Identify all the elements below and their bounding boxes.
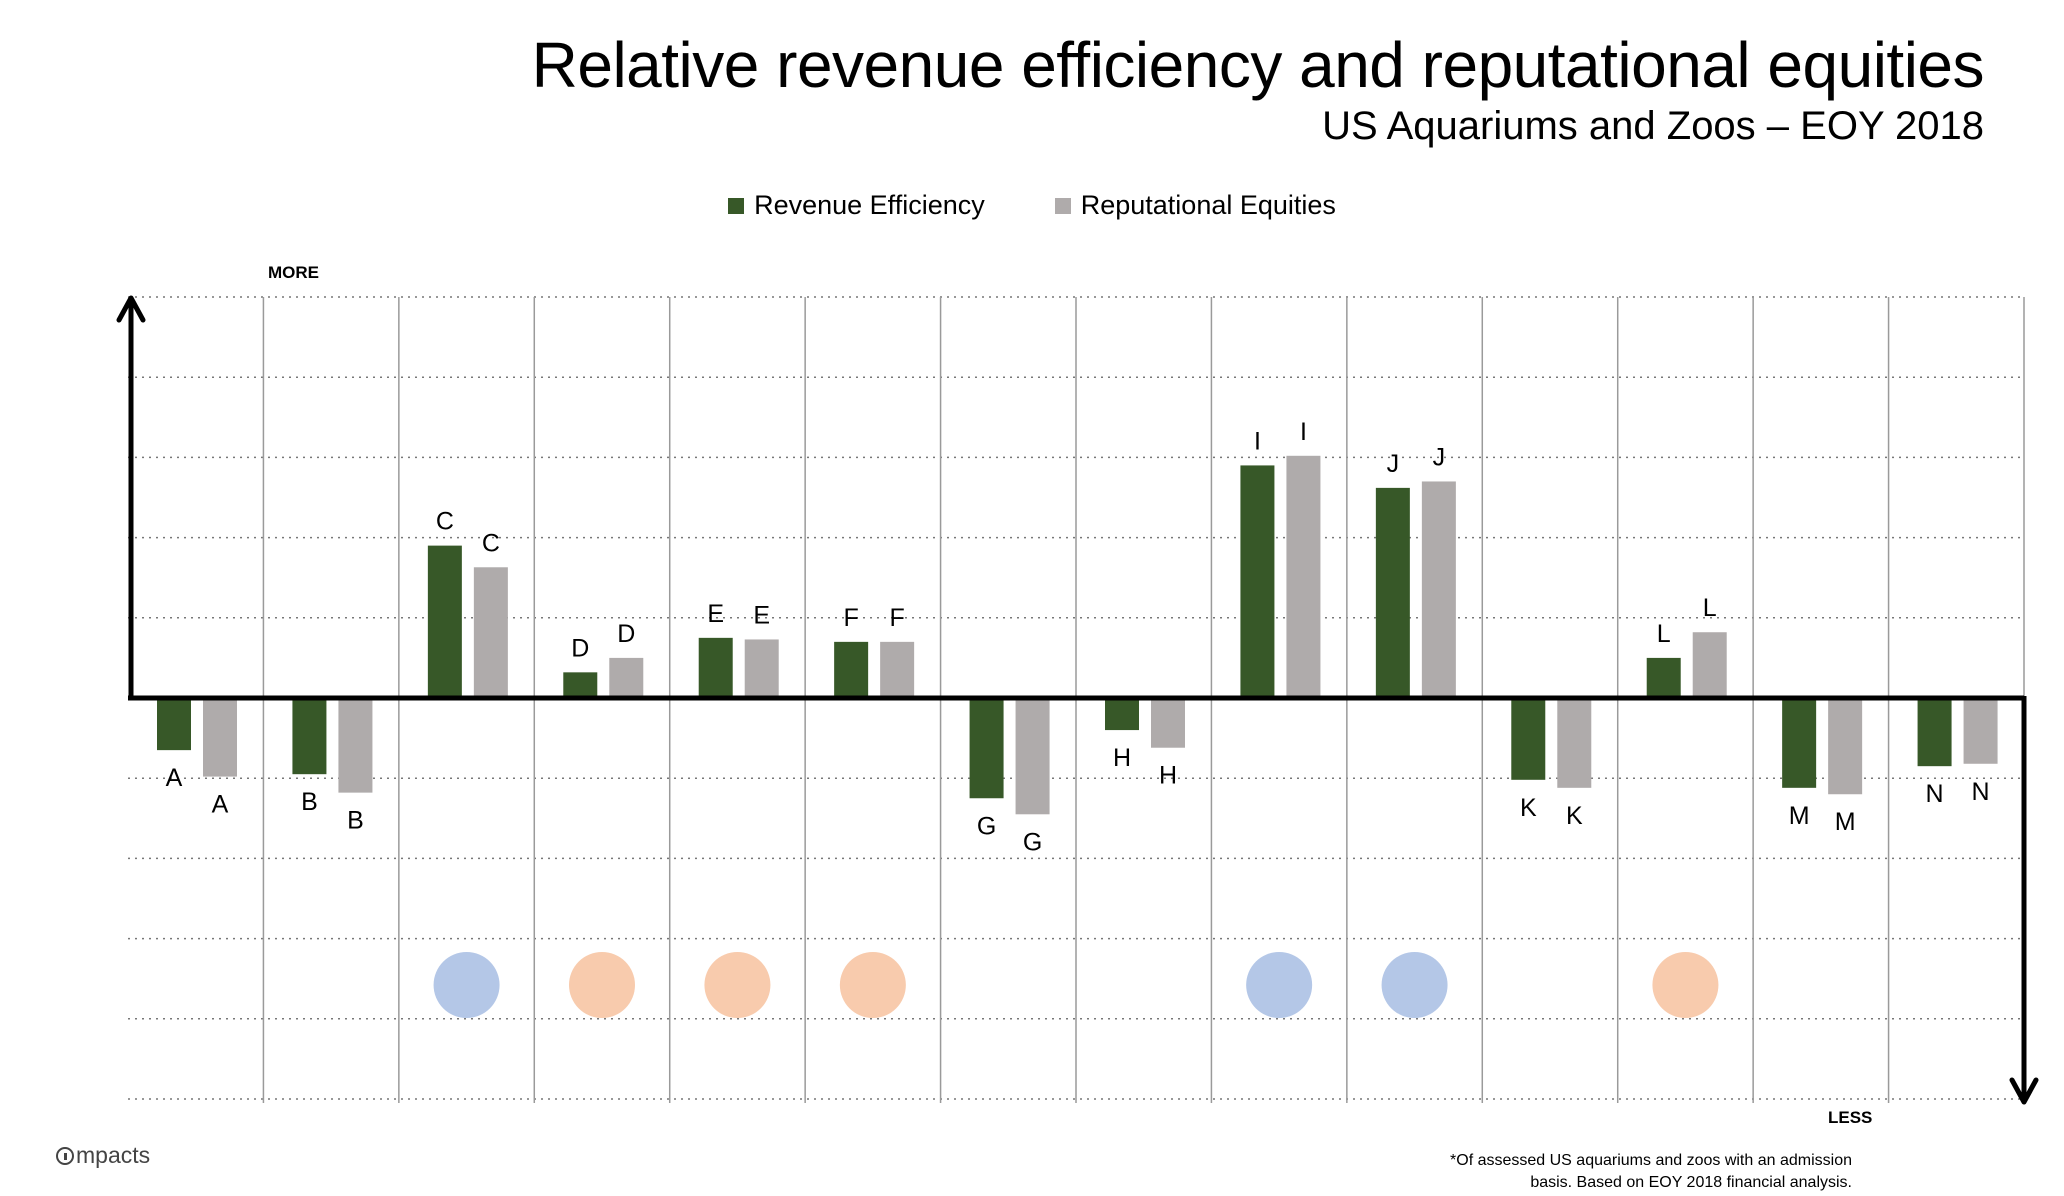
marker-orange-e xyxy=(704,952,771,1018)
legend-label-revenue: Revenue Efficiency xyxy=(754,190,985,220)
bar-label-j: J xyxy=(1433,443,1446,471)
bar-revenue-i xyxy=(1240,465,1275,698)
bar-reputation-f xyxy=(880,641,915,698)
footnote-line-1: *Of assessed US aquariums and zoos with … xyxy=(1450,1152,1852,1169)
legend-swatch-revenue xyxy=(728,197,745,214)
bar-label-g: G xyxy=(977,812,996,840)
logo-text: mpacts xyxy=(76,1142,151,1168)
bar-label-i: I xyxy=(1300,418,1307,446)
bar-label-h: H xyxy=(1159,762,1177,790)
marker-blue-j xyxy=(1381,952,1448,1018)
bar-reputation-g xyxy=(1015,698,1050,815)
footnote: *Of assessed US aquariums and zoos with … xyxy=(1332,1150,1852,1194)
bar-label-l: L xyxy=(1657,620,1671,648)
bar-label-n: N xyxy=(1972,778,1990,806)
marker-blue-c xyxy=(433,952,500,1018)
marker-blue-i xyxy=(1246,952,1313,1018)
bar-label-d: D xyxy=(571,634,589,662)
bar-reputation-j xyxy=(1421,481,1456,698)
bar-revenue-g xyxy=(969,698,1004,799)
bar-revenue-h xyxy=(1105,698,1139,731)
bar-revenue-n xyxy=(1917,698,1952,767)
bar-label-f: F xyxy=(890,604,905,632)
bar-label-n: N xyxy=(1926,780,1944,808)
legend-item-revenue: Revenue Efficiency xyxy=(728,190,985,221)
chart-title: Relative revenue efficiency and reputati… xyxy=(531,29,1985,101)
logo-mark-icon xyxy=(56,1146,74,1165)
bar-revenue-a xyxy=(157,698,191,751)
bar-label-c: C xyxy=(482,529,500,557)
marker-orange-f xyxy=(839,952,906,1018)
bar-label-k: K xyxy=(1566,802,1583,830)
axis-label-less: LESS xyxy=(1828,1108,1872,1127)
bar-label-c: C xyxy=(436,508,454,536)
bar-label-d: D xyxy=(617,620,635,648)
bar-revenue-e xyxy=(698,637,733,698)
footnote-line-2: basis. Based on EOY 2018 financial analy… xyxy=(1530,1174,1852,1191)
bar-reputation-a xyxy=(203,698,237,777)
up-arrow-icon xyxy=(116,295,146,323)
bar-label-e: E xyxy=(707,600,724,628)
bar-label-k: K xyxy=(1520,794,1537,822)
legend-swatch-reputation xyxy=(1054,197,1071,214)
bar-revenue-j xyxy=(1375,487,1410,698)
bar-label-a: A xyxy=(212,791,229,819)
bar-reputation-n xyxy=(1963,698,1998,764)
bar-label-a: A xyxy=(166,764,183,792)
bar-label-l: L xyxy=(1703,594,1717,622)
chart-subtitle: US Aquariums and Zoos – EOY 2018 xyxy=(1322,104,1984,148)
bar-reputation-b xyxy=(338,698,373,793)
bar-label-h: H xyxy=(1113,744,1131,772)
bar-revenue-m xyxy=(1782,698,1817,788)
bar-label-i: I xyxy=(1254,427,1261,455)
bar-label-b: B xyxy=(301,788,318,816)
down-arrow-icon xyxy=(2009,1077,2039,1105)
bar-label-f: F xyxy=(844,604,859,632)
bar-revenue-c xyxy=(427,545,462,698)
bar-label-b: B xyxy=(347,807,364,835)
bar-revenue-l xyxy=(1646,657,1681,698)
bar-reputation-c xyxy=(473,567,508,698)
marker-orange-l xyxy=(1652,952,1719,1018)
bar-label-j: J xyxy=(1387,450,1400,478)
legend-label-reputation: Reputational Equities xyxy=(1080,190,1336,220)
bar-label-g: G xyxy=(1023,828,1042,856)
bar-reputation-i xyxy=(1286,455,1321,698)
bar-reputation-d xyxy=(609,657,644,698)
bar-label-e: E xyxy=(753,601,770,629)
bar-reputation-e xyxy=(744,639,779,698)
bar-label-m: M xyxy=(1835,808,1856,836)
legend-item-reputation: Reputational Equities xyxy=(1054,190,1336,221)
impacts-logo: mpacts xyxy=(56,1142,150,1169)
axis-label-more: MORE xyxy=(268,263,319,282)
bar-reputation-k xyxy=(1557,698,1592,788)
marker-orange-d xyxy=(569,952,635,1018)
bar-reputation-l xyxy=(1692,632,1727,698)
bar-revenue-d xyxy=(563,672,598,698)
bar-revenue-b xyxy=(292,698,327,775)
bar-label-m: M xyxy=(1789,802,1810,830)
legend: Revenue Efficiency Reputational Equities xyxy=(0,190,2064,221)
bar-reputation-m xyxy=(1828,698,1863,795)
bar-revenue-k xyxy=(1511,698,1546,780)
bar-reputation-h xyxy=(1151,698,1185,748)
bar-revenue-f xyxy=(834,641,869,698)
